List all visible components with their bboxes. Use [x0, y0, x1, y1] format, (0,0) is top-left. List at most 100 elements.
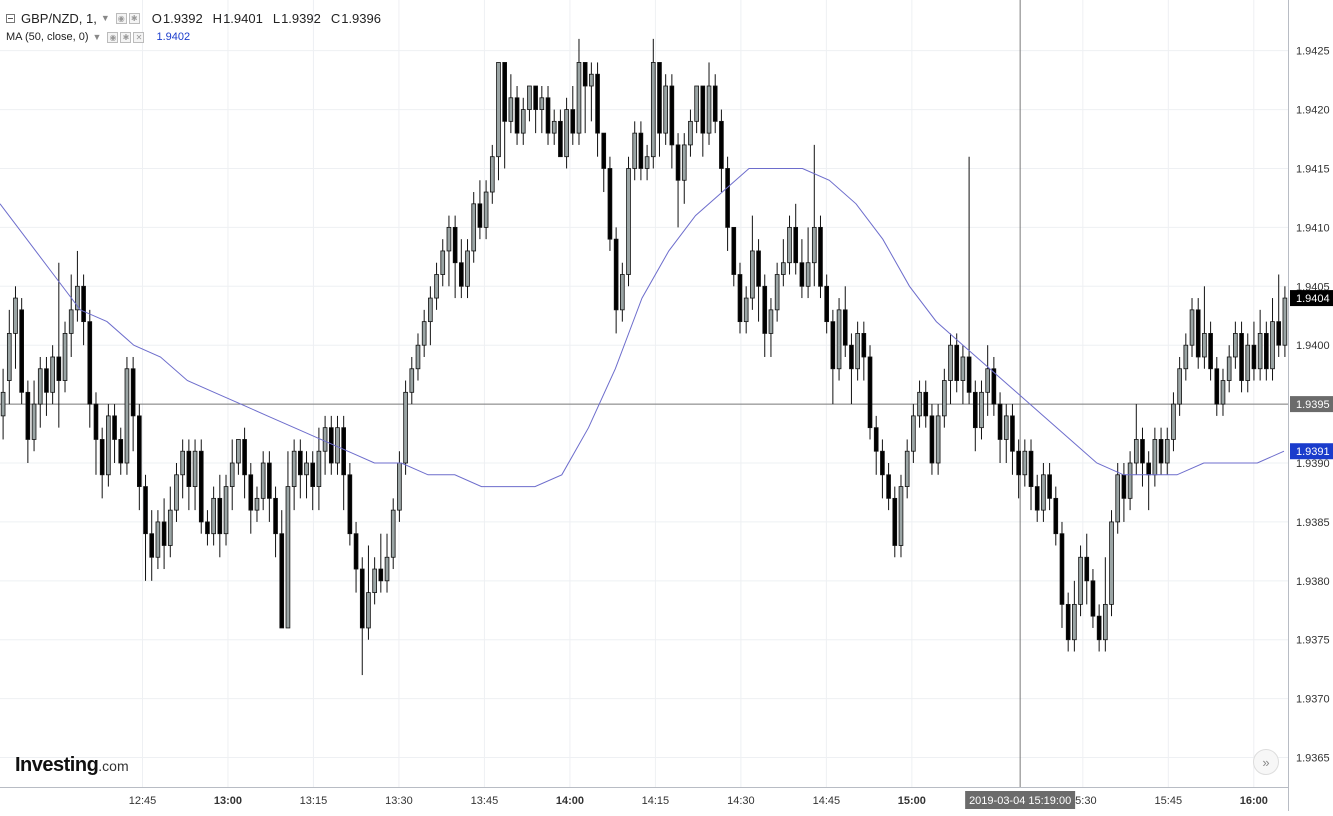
candle-body	[1282, 297, 1288, 346]
candle-body	[830, 321, 836, 370]
candle-body	[923, 391, 929, 417]
candle-body	[669, 85, 675, 146]
candle-body	[595, 73, 600, 134]
legend-ma-row: MA (50, close, 0) ▼ ◉ ✱ ✕ 1.9402	[6, 28, 381, 46]
candle-body	[353, 533, 359, 570]
candle-body	[149, 533, 155, 558]
candle-body	[465, 250, 470, 287]
candle-body	[1183, 344, 1189, 370]
candle-body	[954, 344, 960, 381]
candle-body	[972, 391, 978, 429]
candle-body	[186, 450, 192, 487]
candle-body	[657, 62, 662, 134]
candle-body	[415, 344, 421, 370]
candle-body	[1214, 368, 1220, 405]
candle-body	[1264, 333, 1269, 370]
candle-body	[471, 203, 477, 252]
candle-body	[273, 497, 278, 535]
high-label: H	[212, 10, 223, 26]
candle-body	[787, 226, 792, 264]
candle-body	[966, 356, 972, 393]
candle-body	[836, 309, 842, 370]
candle-body	[1239, 333, 1244, 381]
candle-body	[1127, 462, 1133, 499]
candle-body	[409, 368, 415, 393]
x-tick-label: 15:30	[1069, 795, 1097, 807]
candle-body	[558, 120, 563, 158]
candle-body	[403, 391, 408, 464]
candle-body	[873, 427, 879, 452]
candle-body	[1084, 556, 1090, 582]
candle-body	[174, 474, 179, 511]
candle-body	[1003, 415, 1009, 440]
candle-body	[855, 333, 860, 370]
candle-body	[644, 156, 650, 169]
candle-body	[762, 285, 768, 334]
crosshair-time-label: 2019-03-04 15:19:00	[969, 795, 1071, 807]
candle-body	[384, 556, 390, 582]
gear-icon[interactable]: ✱	[120, 31, 132, 43]
candle-body	[545, 97, 551, 134]
candle-body	[898, 486, 904, 546]
candle-body	[960, 356, 966, 381]
candle-body	[93, 403, 99, 440]
candle-body	[372, 568, 377, 594]
candle-body	[626, 168, 631, 275]
candle-body	[161, 521, 167, 546]
chevron-down-icon[interactable]: ▼	[92, 32, 102, 42]
candle-body	[917, 391, 922, 417]
candle-body	[421, 321, 427, 346]
candle-body	[62, 333, 68, 381]
x-tick-label: 14:00	[556, 795, 584, 807]
candle-body	[13, 297, 18, 334]
candle-body	[1010, 415, 1015, 452]
candle-body	[818, 226, 823, 287]
gear-icon[interactable]: ✱	[128, 12, 140, 24]
candle-body	[298, 450, 303, 476]
x-tick-label: 13:30	[385, 795, 413, 807]
candle-body	[248, 474, 254, 511]
candle-body	[793, 226, 799, 264]
candle-body	[694, 85, 699, 122]
y-tick-label: 1.9375	[1296, 635, 1330, 647]
candle-body	[799, 262, 805, 287]
candle-body	[688, 120, 693, 146]
candle-body	[267, 462, 272, 499]
candle-body	[1208, 333, 1213, 370]
candle-body	[167, 509, 173, 546]
candle-body	[1276, 321, 1282, 346]
eye-icon[interactable]: ◉	[107, 31, 119, 43]
candle-body	[0, 391, 6, 417]
candle-body	[551, 120, 557, 134]
investing-logo[interactable]: Investing.com	[15, 754, 129, 777]
high-value: 1.9401	[223, 10, 263, 26]
candle-body	[638, 132, 644, 169]
candle-body	[335, 427, 340, 464]
candle-body	[750, 250, 755, 299]
candle-body	[25, 391, 31, 440]
crosshair	[0, 0, 1288, 787]
candle-body	[56, 356, 62, 381]
collapse-icon[interactable]	[6, 13, 15, 23]
candle-body	[1158, 439, 1164, 464]
last-price-label-bg	[1290, 290, 1333, 307]
close-label: C	[330, 10, 341, 26]
candle-body	[948, 344, 953, 381]
candle-body	[428, 297, 433, 323]
candle-body	[582, 62, 588, 87]
eye-icon[interactable]: ◉	[115, 12, 127, 24]
candle-body	[155, 521, 161, 558]
candle-body	[1047, 474, 1052, 499]
y-tick-label: 1.9420	[1296, 105, 1330, 117]
candle-body	[1189, 309, 1195, 346]
open-label: O	[151, 10, 162, 26]
double-chevron-right-icon[interactable]: »	[1253, 749, 1279, 775]
candle-body	[502, 62, 507, 122]
candle-body	[880, 450, 885, 476]
candle-body	[774, 274, 780, 311]
close-icon[interactable]: ✕	[133, 31, 145, 43]
chevron-down-icon[interactable]: ▼	[100, 13, 110, 23]
